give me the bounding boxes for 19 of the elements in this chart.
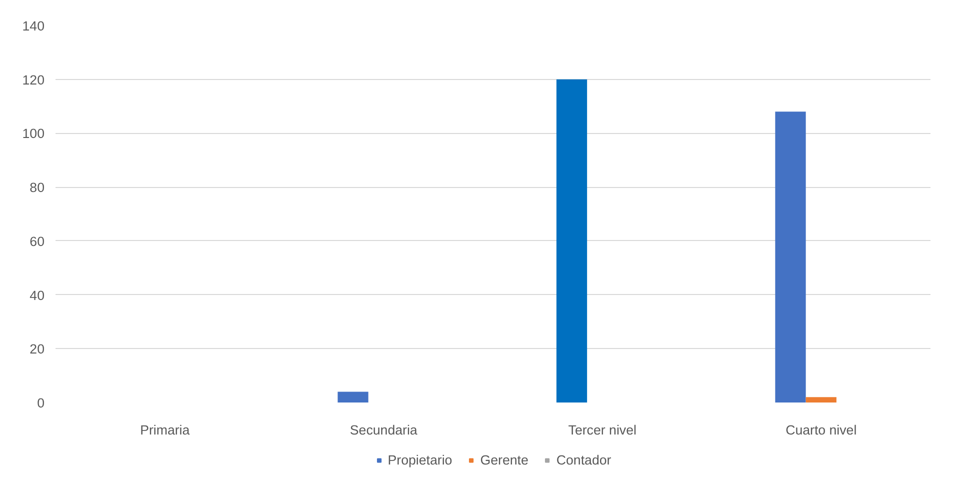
x-tick-label: Primaria <box>140 422 190 438</box>
y-tick-label: 140 <box>22 18 45 34</box>
y-tick-label: 0 <box>37 396 45 410</box>
x-tick-label: Cuarto nivel <box>786 422 857 438</box>
y-tick-label: 100 <box>22 126 45 142</box>
y-tick-label: 80 <box>30 180 45 196</box>
y-tick-label: 40 <box>30 288 45 303</box>
y-tick-label: 120 <box>22 72 45 88</box>
legend-label: Propietario <box>388 452 452 468</box>
y-tick-label: 20 <box>30 342 45 357</box>
legend-label: Gerente <box>480 452 528 468</box>
bar <box>556 79 588 402</box>
bar <box>806 397 836 402</box>
x-tick-label: Tercer nivel <box>568 422 636 438</box>
legend-label: Contador <box>556 452 612 468</box>
bar <box>338 392 368 402</box>
bar <box>775 112 806 402</box>
y-tick-label: 60 <box>30 234 45 249</box>
x-tick-label: Secundaria <box>350 422 418 438</box>
